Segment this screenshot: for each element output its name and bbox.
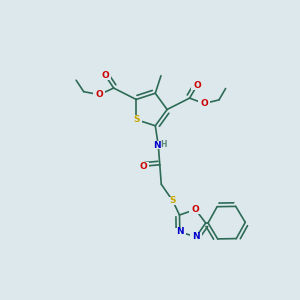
FancyBboxPatch shape (190, 205, 202, 214)
FancyBboxPatch shape (190, 233, 202, 241)
FancyBboxPatch shape (167, 196, 179, 205)
FancyBboxPatch shape (99, 71, 111, 80)
FancyBboxPatch shape (137, 162, 149, 170)
Text: O: O (95, 90, 103, 99)
FancyBboxPatch shape (191, 81, 203, 90)
Text: O: O (140, 162, 147, 171)
Text: O: O (193, 81, 201, 90)
FancyBboxPatch shape (198, 99, 210, 108)
Text: N: N (192, 232, 200, 242)
Text: O: O (200, 99, 208, 108)
Text: O: O (101, 71, 109, 80)
Text: N: N (176, 227, 184, 236)
Text: S: S (169, 196, 176, 205)
Text: S: S (133, 115, 140, 124)
Text: H: H (160, 140, 167, 148)
FancyBboxPatch shape (151, 141, 166, 149)
Text: O: O (192, 205, 200, 214)
Text: N: N (153, 141, 160, 150)
FancyBboxPatch shape (93, 90, 105, 99)
FancyBboxPatch shape (174, 228, 186, 236)
FancyBboxPatch shape (130, 116, 142, 124)
